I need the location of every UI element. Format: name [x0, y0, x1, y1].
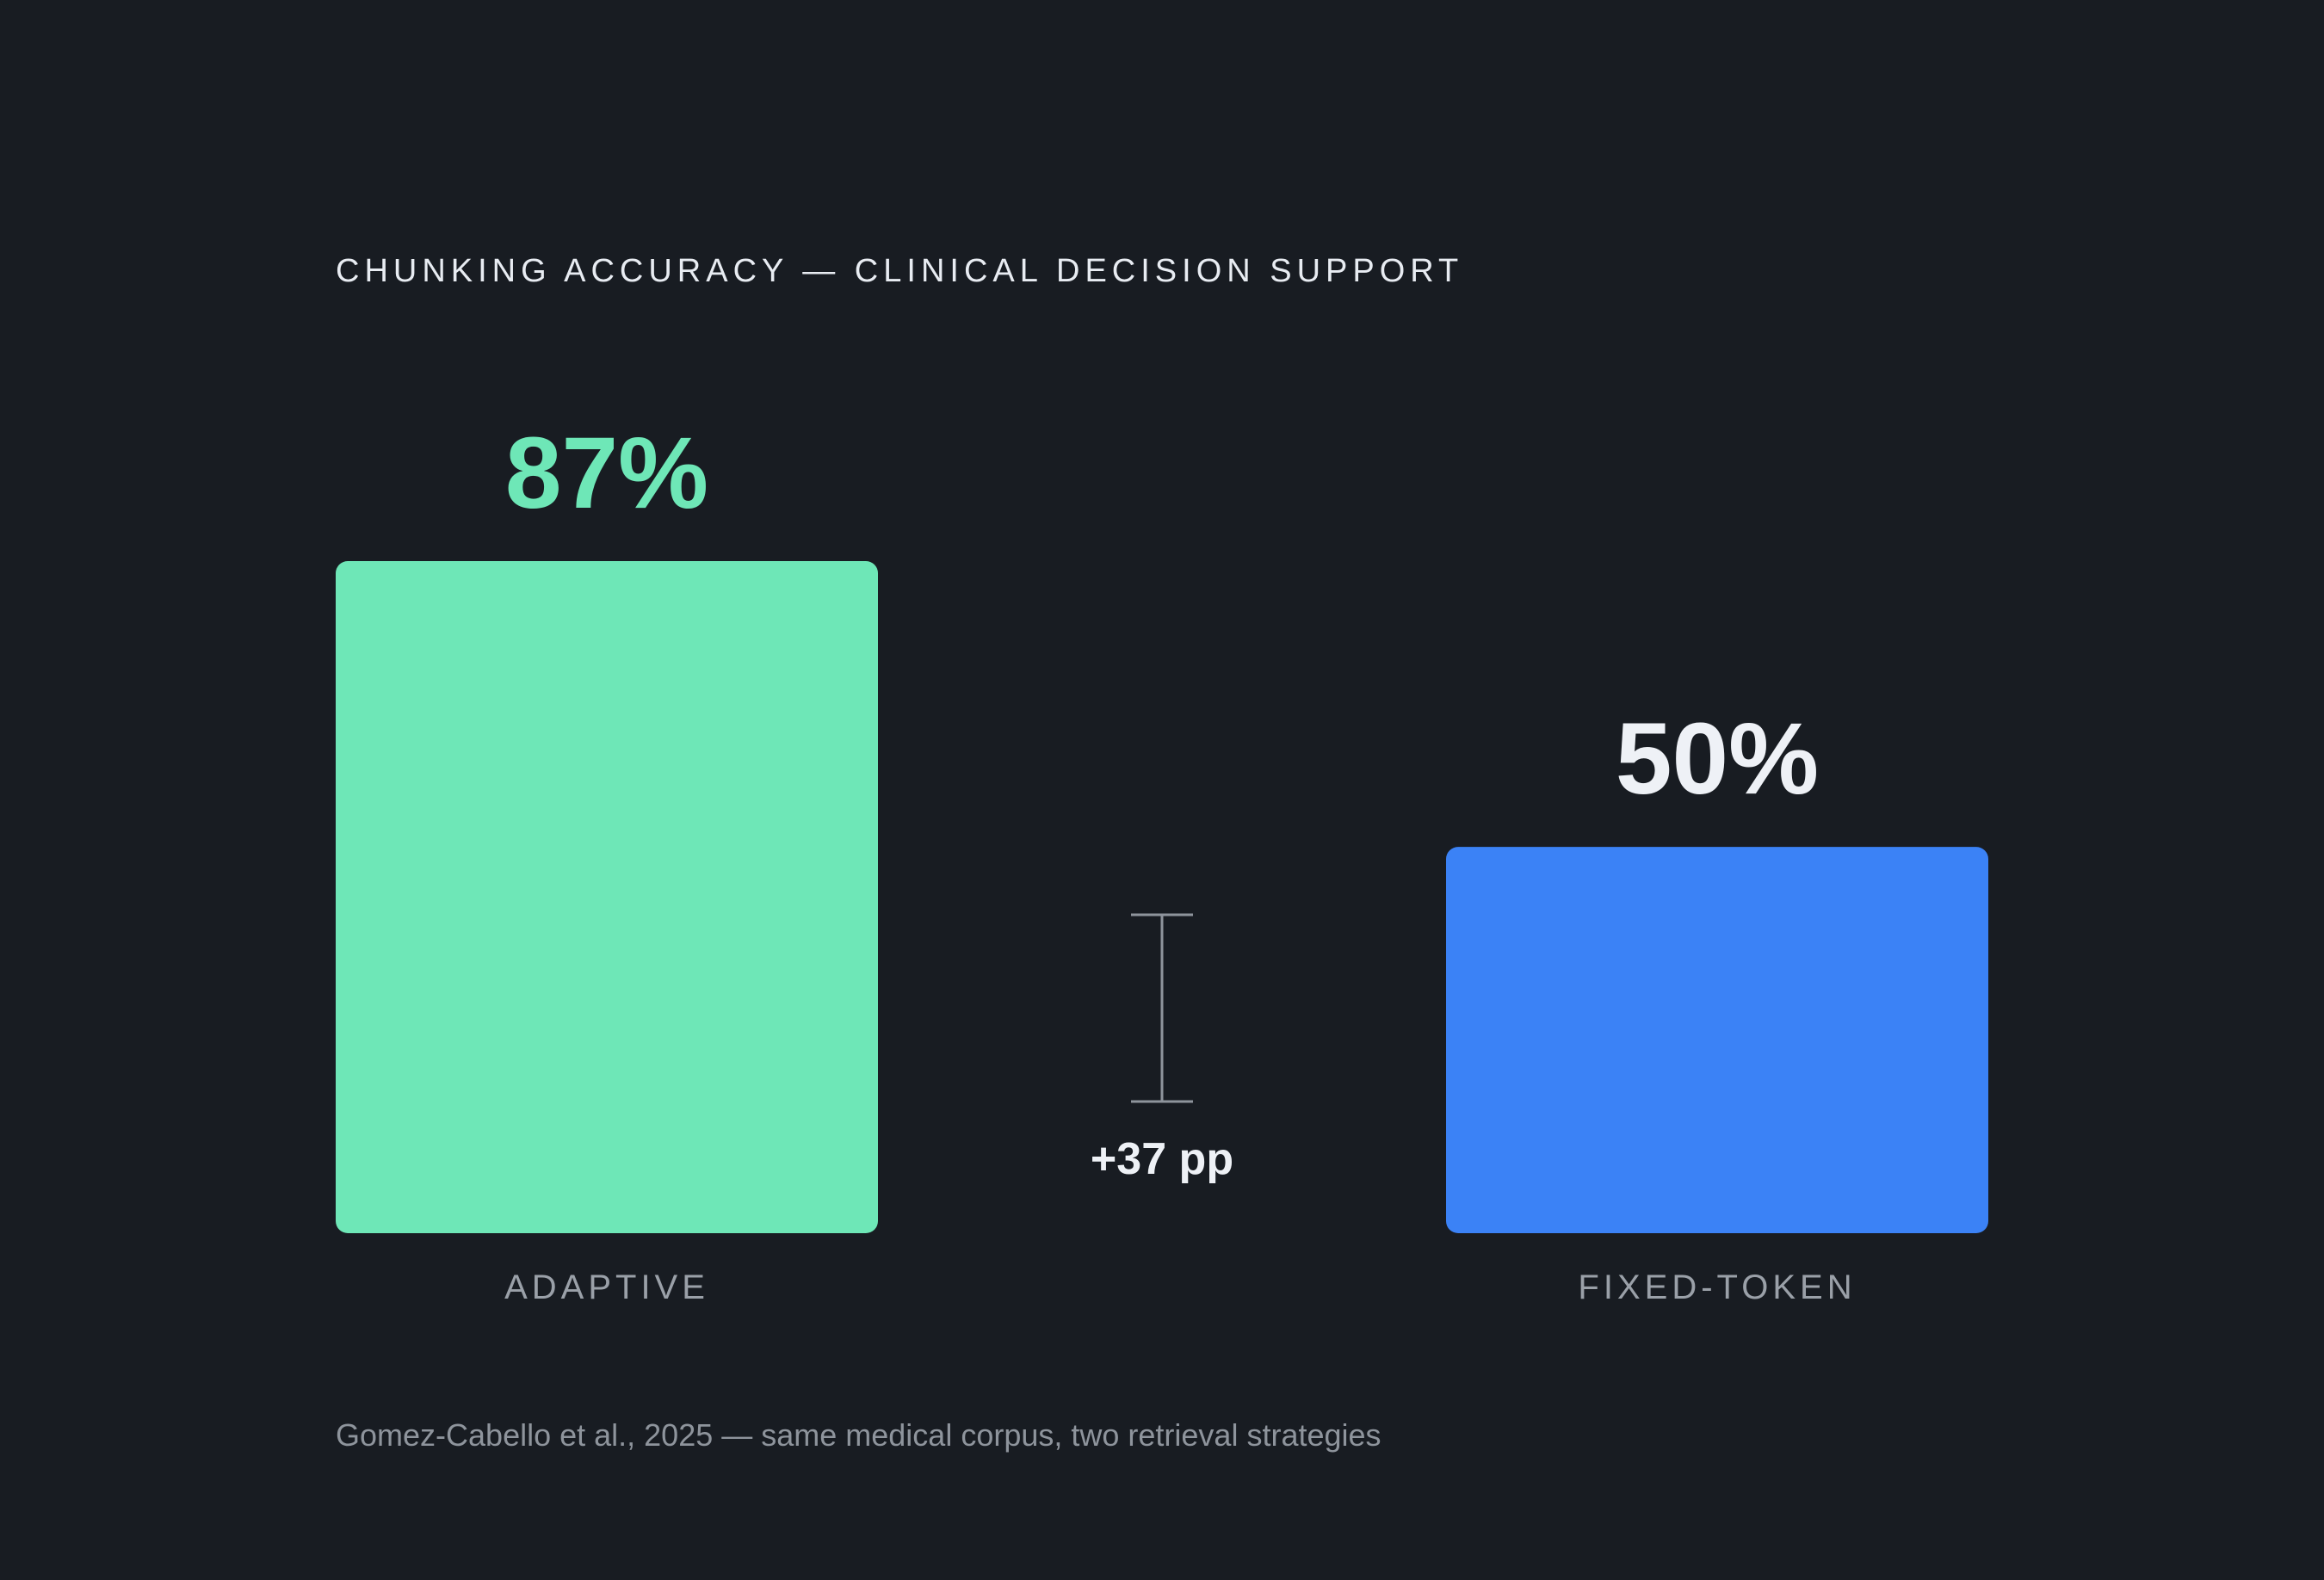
chart-title: CHUNKING ACCURACY — CLINICAL DECISION SU… — [336, 253, 1464, 289]
bar-fixed-token — [1446, 847, 1988, 1233]
category-label: ADAPTIVE — [504, 1268, 709, 1306]
bar-adaptive — [336, 561, 878, 1233]
category-label: FIXED-TOKEN — [1578, 1268, 1856, 1306]
value-label: 50% — [1616, 702, 1819, 816]
value-label: 87% — [505, 417, 708, 530]
difference-annotation: +37 pp — [1091, 1134, 1233, 1184]
source-caption: Gomez-Cabello et al., 2025 — same medica… — [336, 1417, 1381, 1453]
